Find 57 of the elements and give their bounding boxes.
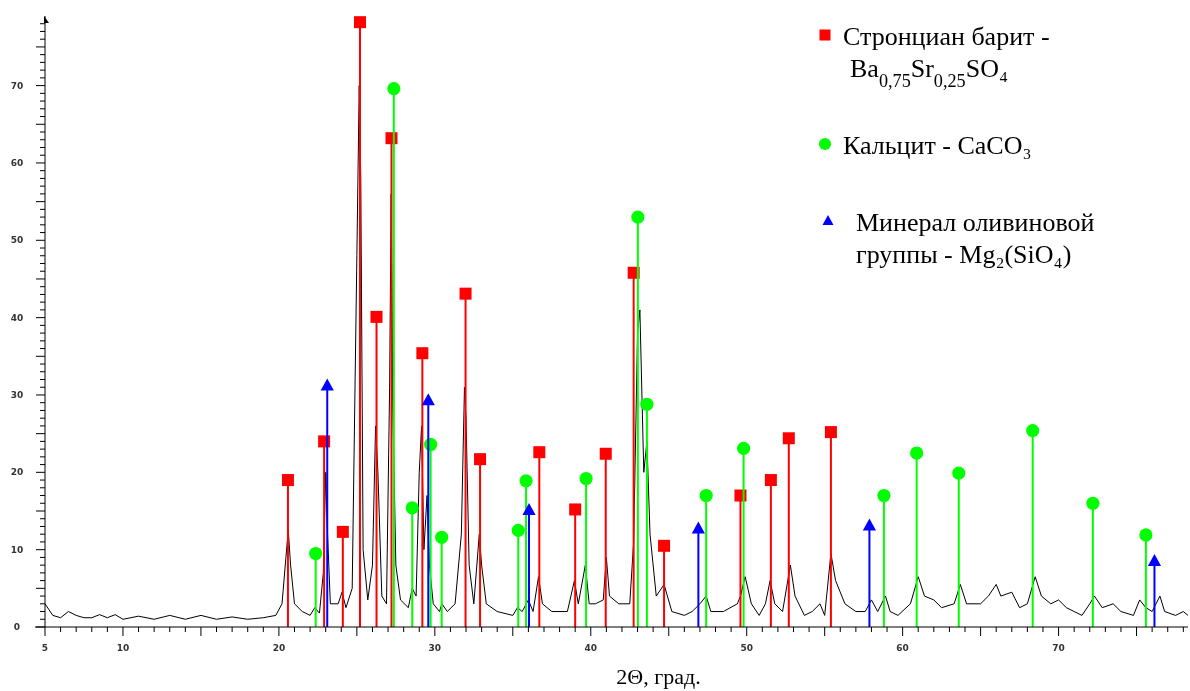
point (1139, 528, 1153, 542)
point (691, 521, 705, 534)
point (877, 488, 891, 503)
point (387, 82, 401, 96)
legend-label: Кальцит - CaCO₃ (843, 131, 1032, 160)
x-tick-label: 20 (272, 643, 286, 653)
point (353, 16, 366, 29)
point (459, 287, 472, 300)
point (522, 503, 536, 516)
x-axis-title: 2Θ, град. (616, 664, 701, 689)
legend-label: Минерал оливиновой группы - Mg₂(SiO₄) (856, 208, 1095, 269)
point (309, 546, 323, 561)
point (952, 466, 966, 480)
point (1086, 496, 1100, 510)
point (599, 447, 612, 460)
point (631, 210, 645, 224)
point (824, 426, 837, 439)
point (416, 347, 429, 360)
point (435, 530, 449, 544)
x-tick-label: 40 (584, 643, 598, 653)
point (658, 539, 671, 552)
point (862, 518, 877, 531)
x-tick-label: 50 (740, 643, 753, 653)
point (511, 523, 525, 537)
point (569, 503, 582, 516)
point (533, 446, 546, 459)
x-tick-label: 10 (116, 643, 130, 653)
point (370, 310, 383, 323)
point (474, 453, 487, 466)
point (764, 474, 777, 487)
point (1026, 423, 1040, 438)
x-tick-label: 5 (41, 643, 49, 653)
point (699, 488, 713, 503)
point (640, 397, 654, 411)
point (1147, 554, 1162, 567)
point (405, 501, 419, 515)
y-tick-label: 10 (10, 544, 24, 555)
y-tick-label: 0 (13, 622, 21, 632)
y-tick-label: 50 (10, 235, 24, 246)
point (579, 471, 593, 486)
y-tick-label: 60 (10, 157, 24, 168)
point (281, 474, 294, 487)
point (320, 378, 334, 391)
legend-label: Стронциан барит - Ba$_{0,75}$Sr$_{0,25}$SO₄ (843, 22, 1050, 91)
point (421, 393, 435, 406)
point (519, 474, 533, 488)
x-tick-label: 30 (428, 643, 442, 653)
y-tick-label: 20 (10, 467, 24, 478)
y-tick-label: 70 (10, 80, 24, 91)
y-tick-label: 40 (10, 312, 24, 323)
point (336, 525, 349, 538)
y-tick-label: 30 (10, 389, 24, 400)
x-tick-label: 70 (1052, 643, 1065, 653)
point (736, 441, 751, 455)
point (782, 432, 795, 445)
point (910, 446, 924, 460)
x-tick-label: 60 (896, 643, 909, 653)
